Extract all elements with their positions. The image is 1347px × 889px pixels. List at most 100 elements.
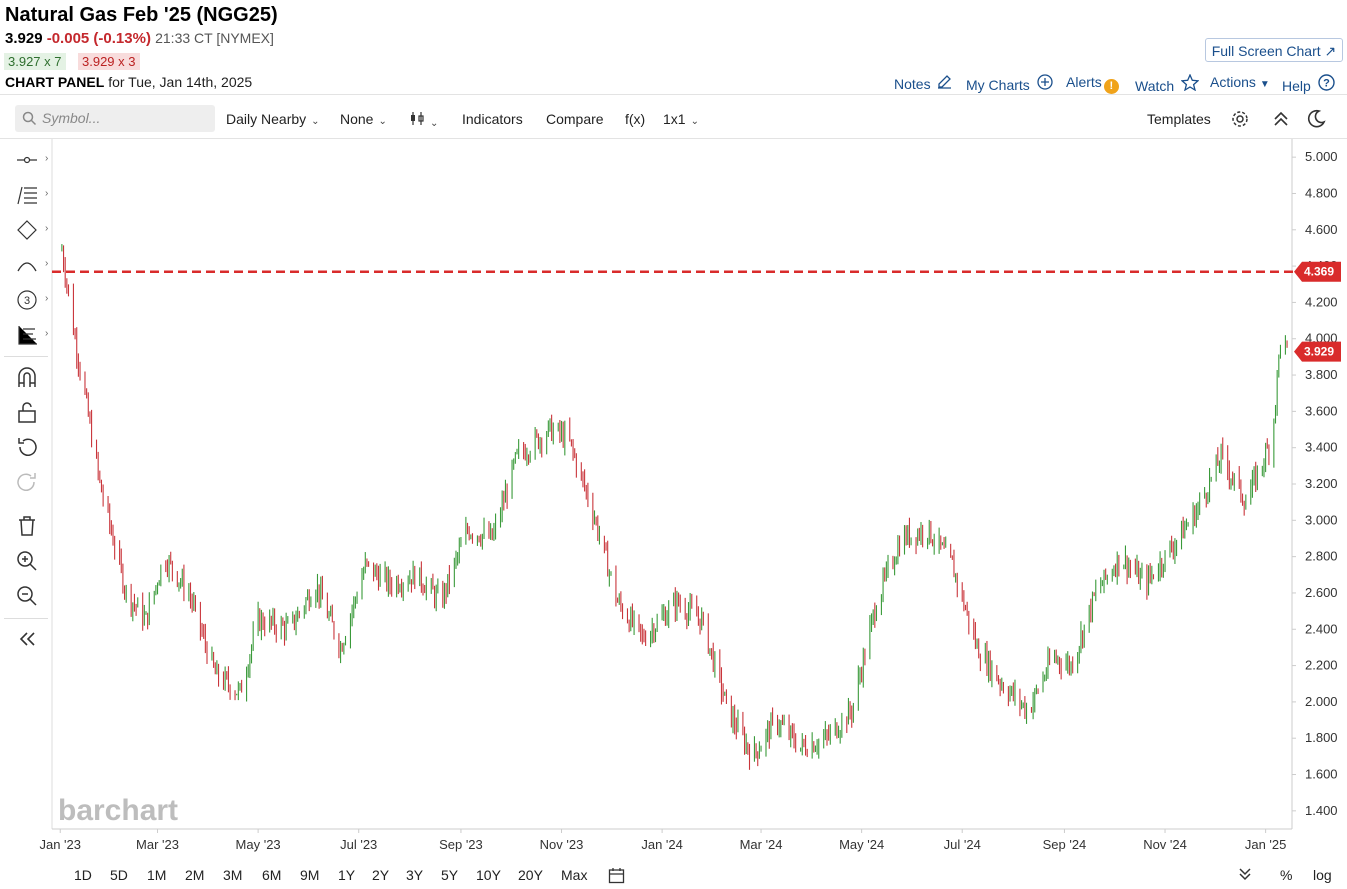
y-tick-label: 3.200 — [1305, 476, 1338, 491]
range-button-max[interactable]: Max — [561, 867, 588, 883]
gear-icon[interactable] — [1231, 110, 1249, 128]
calendar-icon[interactable] — [608, 867, 625, 889]
overlay-label: None — [340, 111, 374, 127]
y-tick-label: 3.000 — [1305, 512, 1338, 527]
range-bar: 1D 5D 1M 2M 3M 6M 9M 1Y 2Y 3Y 5Y 10Y 20Y Max% log — [0, 862, 1347, 888]
last-price-tag: 3.929 — [1294, 341, 1341, 362]
price-chart[interactable]: 5.0004.8004.6004.4004.2004.0003.8003.600… — [0, 139, 1347, 861]
compare-button[interactable]: Compare — [546, 111, 604, 127]
chevron-right-icon: › — [45, 153, 49, 164]
zoom-out-icon[interactable] — [15, 584, 39, 608]
range-button-10y[interactable]: 10Y — [476, 867, 501, 883]
line-tool-icon — [17, 156, 37, 164]
templates-button[interactable]: Templates — [1147, 111, 1211, 127]
y-tick-label: 4.600 — [1305, 222, 1338, 237]
help-icon: ? — [1317, 74, 1335, 91]
y-tick-label: 3.400 — [1305, 440, 1338, 455]
double-chevron-down-icon[interactable] — [1238, 867, 1252, 884]
y-tick-label: 3.600 — [1305, 403, 1338, 418]
panel-title: CHART PANEL — [5, 74, 105, 90]
x-axis: Jan '23 Mar '23 May '23 Jul '23 Sep '23 Nov '… — [39, 829, 1286, 852]
function-button[interactable]: f(x) — [625, 111, 646, 127]
pattern-tool-icon — [18, 326, 37, 345]
range-button-5y[interactable]: 5Y — [441, 867, 459, 883]
my-charts-link[interactable]: My Charts — [966, 74, 1053, 93]
double-left-icon[interactable] — [17, 630, 37, 648]
caret-down-icon: ▼ — [1259, 79, 1270, 90]
chart-toolbar: Symbol... Daily Nearby ⌄ None ⌄ ⌄ Indicato… — [0, 100, 1347, 138]
range-button-5d[interactable]: 5D — [110, 867, 128, 883]
magnet-icon[interactable] — [15, 365, 39, 389]
y-tick-label: 5.000 — [1305, 149, 1338, 164]
arc-tool-button[interactable]: › — [15, 253, 48, 277]
line-tool-button[interactable]: › — [15, 148, 48, 172]
help-label: Help — [1282, 78, 1311, 94]
number-3-icon: 3 — [17, 290, 37, 310]
x-tick-label: May '23 — [236, 837, 281, 852]
range-button-3y[interactable]: 3Y — [406, 867, 424, 883]
range-button-20y[interactable]: 20Y — [518, 867, 543, 883]
range-button-1d[interactable]: 1D — [74, 867, 92, 883]
range-button-1y[interactable]: 1Y — [338, 867, 356, 883]
y-tick-label: 2.600 — [1305, 585, 1338, 600]
overlay-dropdown[interactable]: None ⌄ — [340, 111, 387, 127]
notes-link[interactable]: Notes — [894, 74, 952, 92]
last-price: 3.929 — [5, 30, 43, 47]
moon-icon[interactable] — [1306, 109, 1326, 129]
chevron-down-icon: ⌄ — [311, 116, 320, 127]
redo-icon — [17, 473, 36, 491]
fib-tool-button[interactable]: › — [15, 183, 48, 207]
last-tag-label: 3.929 — [1304, 345, 1334, 359]
log-toggle[interactable]: log — [1313, 867, 1332, 883]
hline-price-tag: 4.369 — [1294, 261, 1341, 282]
svg-text:3: 3 — [24, 295, 30, 307]
x-tick-label: Jul '23 — [340, 837, 377, 852]
bid-badge: 3.927 x 7 — [4, 53, 66, 70]
chart-type-dropdown[interactable]: ⌄ — [409, 111, 438, 129]
price-bars — [61, 244, 1288, 770]
trash-icon[interactable] — [15, 514, 39, 538]
actions-menu[interactable]: Actions ▼ — [1210, 74, 1270, 90]
full-screen-button[interactable]: Full Screen Chart ↗ — [1205, 38, 1343, 62]
star-icon — [1181, 74, 1200, 91]
x-tick-label: Nov '23 — [540, 837, 584, 852]
chart-panel-label: CHART PANEL for Tue, Jan 14th, 2025 — [5, 74, 252, 90]
hline-tag-shape — [1294, 261, 1341, 282]
last-tag-shape — [1294, 341, 1341, 362]
range-button-2m[interactable]: 2M — [185, 867, 205, 883]
symbol-search-input[interactable]: Symbol... — [15, 105, 215, 132]
layout-label: 1x1 — [663, 111, 686, 127]
x-tick-label: Jan '24 — [641, 837, 683, 852]
percent-toggle[interactable]: % — [1280, 867, 1293, 883]
pattern-tool-button[interactable]: › — [15, 323, 48, 347]
watch-link[interactable]: Watch — [1135, 74, 1200, 94]
range-button-9m[interactable]: 9M — [300, 867, 320, 883]
period-label: Daily Nearby — [226, 111, 307, 127]
full-screen-label: Full Screen Chart — [1211, 43, 1321, 59]
indicators-button[interactable]: Indicators — [462, 111, 523, 127]
range-button-3m[interactable]: 3M — [223, 867, 243, 883]
collapse-icon[interactable] — [1273, 110, 1289, 128]
range-button-1m[interactable]: 1M — [147, 867, 167, 883]
elliott-tool-button[interactable]: 3 › — [15, 288, 48, 312]
range-button-6m[interactable]: 6M — [262, 867, 282, 883]
alert-badge-icon: ! — [1103, 79, 1119, 94]
range-button-2y[interactable]: 2Y — [372, 867, 390, 883]
x-tick-label: May '24 — [839, 837, 884, 852]
period-dropdown[interactable]: Daily Nearby ⌄ — [226, 111, 320, 127]
external-arrow-icon: ↗ — [1324, 43, 1337, 59]
y-tick-label: 1.400 — [1305, 803, 1338, 818]
drawing-tools-panel: › › › › 3 › › — [0, 140, 52, 830]
edit-icon — [938, 75, 952, 89]
chevron-right-icon: › — [45, 293, 49, 304]
y-tick-label: 2.200 — [1305, 658, 1338, 673]
fib-tool-icon — [17, 186, 37, 205]
lock-icon[interactable] — [15, 400, 39, 424]
alerts-link[interactable]: Alerts! — [1066, 74, 1119, 94]
shape-tool-button[interactable]: › — [15, 218, 48, 242]
zoom-in-icon[interactable] — [15, 549, 39, 573]
undo-icon[interactable] — [15, 435, 39, 459]
panel-date: for Tue, Jan 14th, 2025 — [108, 74, 253, 90]
help-link[interactable]: Help ? — [1282, 74, 1335, 94]
layout-dropdown[interactable]: 1x1 ⌄ — [663, 111, 699, 127]
